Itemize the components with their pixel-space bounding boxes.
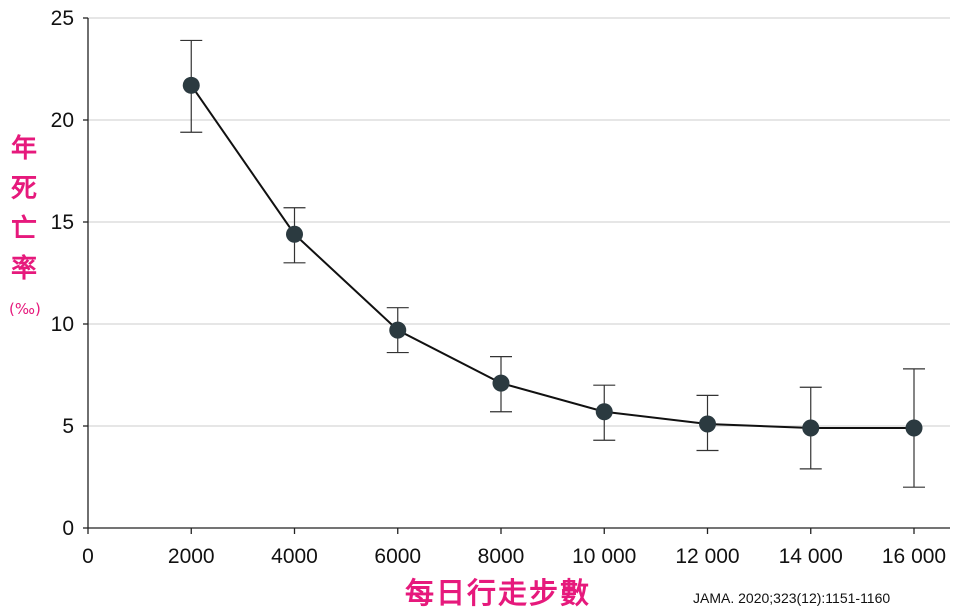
y-axis-label-char: 年 bbox=[11, 134, 38, 164]
source-citation: JAMA. 2020;323(12):1151-1160 bbox=[693, 590, 891, 606]
data-point bbox=[595, 403, 613, 421]
x-tick-label: 12 000 bbox=[675, 545, 739, 568]
x-tick-label: 6000 bbox=[374, 545, 421, 568]
x-tick-label: 10 000 bbox=[572, 545, 636, 568]
x-tick-label: 8000 bbox=[478, 545, 525, 568]
y-axis-label-char: 死 bbox=[11, 174, 38, 204]
y-tick-label: 5 bbox=[62, 415, 74, 438]
x-tick-label: 2000 bbox=[168, 545, 215, 568]
y-tick-label: 0 bbox=[62, 517, 74, 540]
data-point bbox=[905, 419, 923, 437]
error-bars bbox=[180, 39, 925, 488]
x-axis-label: 每日行走步數 bbox=[405, 576, 592, 610]
data-points bbox=[182, 76, 923, 437]
y-axis-label-char: 亡 bbox=[11, 214, 38, 244]
x-tick-label: 16 000 bbox=[882, 545, 946, 568]
x-tick-label: 14 000 bbox=[779, 545, 843, 568]
y-axis-label-char: 率 bbox=[11, 254, 38, 284]
data-point bbox=[182, 76, 200, 94]
y-tick-label: 10 bbox=[51, 313, 74, 336]
y-tick-label: 25 bbox=[51, 7, 74, 30]
data-point bbox=[389, 321, 407, 339]
data-point bbox=[286, 225, 303, 243]
x-tick-label: 4000 bbox=[271, 545, 318, 568]
data-point bbox=[492, 374, 510, 392]
x-tick-label: 0 bbox=[82, 545, 94, 568]
series-line-path bbox=[190, 84, 914, 430]
data-point bbox=[802, 419, 820, 437]
y-tick-label: 15 bbox=[51, 211, 74, 234]
axes bbox=[83, 17, 950, 534]
tick-labels: 0 5 10 15 20 25 0 2000 4000 6000 8000 10 000 12 000 1… bbox=[51, 7, 946, 568]
gridlines bbox=[88, 17, 950, 427]
y-axis-unit: (‰) bbox=[9, 300, 41, 318]
data-point bbox=[699, 415, 716, 433]
y-tick-label: 20 bbox=[51, 109, 74, 132]
series-line bbox=[190, 84, 914, 430]
